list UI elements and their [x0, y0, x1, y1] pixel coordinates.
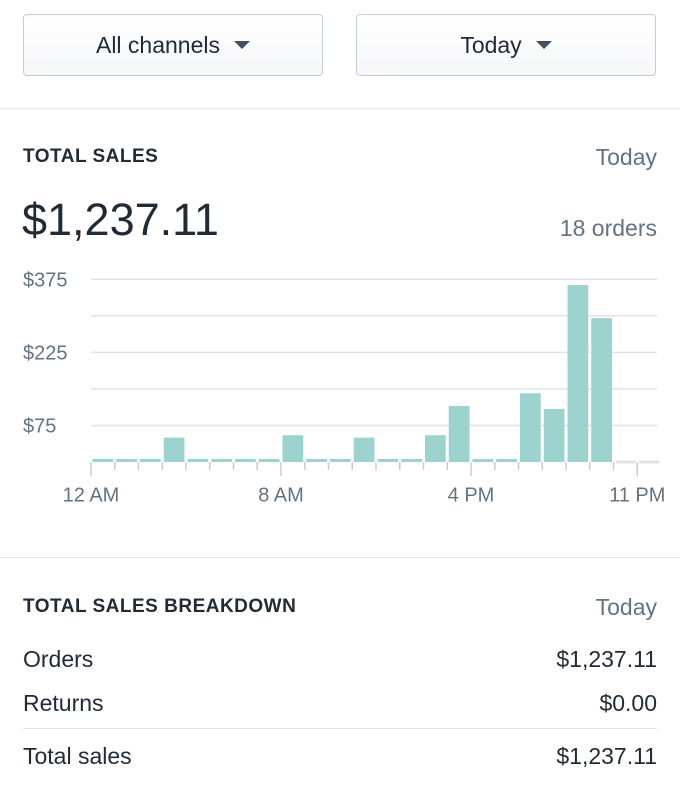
- bar: [140, 459, 161, 462]
- y-tick-label: $75: [23, 416, 56, 438]
- filter-label: Today: [460, 31, 522, 58]
- bar: [425, 435, 446, 462]
- total-amount: $1,237.11: [22, 194, 219, 245]
- divider: [0, 557, 680, 558]
- total-label: Total sales: [23, 743, 132, 769]
- bar: [496, 459, 517, 462]
- bar: [92, 459, 114, 462]
- bar: [306, 459, 327, 462]
- divider: [0, 108, 680, 109]
- bar: [235, 459, 256, 462]
- bar: [448, 405, 470, 462]
- caret: [535, 41, 552, 49]
- bar-empty: [615, 460, 636, 464]
- bar: [472, 459, 494, 462]
- row-value: $0.00: [599, 690, 657, 716]
- filter-label: All channels: [95, 31, 221, 58]
- total-value: $1,237.11: [556, 743, 657, 769]
- bar: [330, 459, 351, 462]
- x-tick-label: 8 AM: [258, 484, 304, 506]
- x-tick-label: 11 PM: [609, 484, 665, 506]
- x-tick-label: 12 AM: [63, 484, 120, 506]
- bar: [258, 459, 280, 462]
- bar: [163, 437, 185, 462]
- sales-chart: $75 $225 $375 12 AM 8 AM 4 PM 11 PM: [23, 269, 665, 506]
- bar: [211, 459, 232, 462]
- row-label: Returns: [23, 690, 104, 716]
- bar: [520, 393, 541, 462]
- period: Today: [595, 144, 657, 170]
- row-value: $1,237.11: [556, 646, 657, 672]
- bar: [116, 459, 137, 462]
- bar: [567, 285, 589, 462]
- x-tick-label: 4 PM: [448, 484, 495, 506]
- row-label: Orders: [23, 646, 94, 672]
- bar: [377, 459, 399, 462]
- divider: [23, 728, 657, 729]
- bar: [591, 318, 612, 462]
- bar: [187, 459, 209, 462]
- bar: [353, 437, 375, 462]
- y-tick-label: $225: [23, 343, 68, 365]
- section-title: TOTAL SALES: [23, 146, 159, 167]
- bar: [401, 459, 422, 462]
- section-title: TOTAL SALES BREAKDOWN: [23, 596, 297, 617]
- bar: [543, 408, 565, 462]
- caret: [234, 41, 251, 49]
- period-filter[interactable]: Today: [356, 14, 656, 76]
- period: Today: [595, 594, 657, 620]
- y-tick-label: $375: [23, 269, 68, 291]
- channel-filter[interactable]: All channels: [23, 14, 323, 76]
- bar: [282, 435, 304, 462]
- bar-empty: [639, 460, 659, 464]
- order-count: 18 orders: [559, 215, 657, 241]
